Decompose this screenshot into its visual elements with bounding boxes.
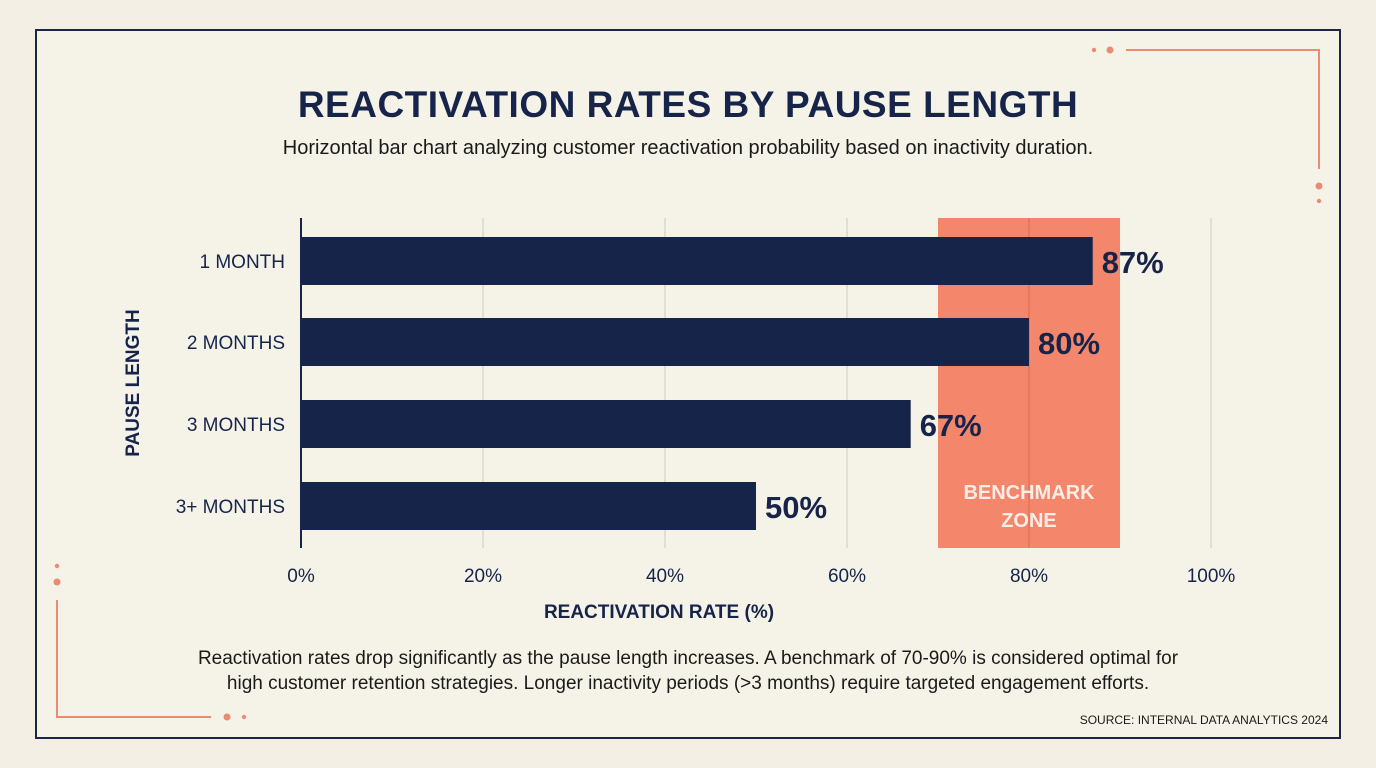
bar-value-label: 50%: [765, 490, 827, 525]
bar: [301, 482, 756, 530]
bar-value-label: 87%: [1102, 245, 1164, 280]
x-tick-label: 40%: [646, 566, 684, 587]
benchmark-label-line-1: BENCHMARK: [963, 482, 1095, 504]
decor-bottom-left: [53, 563, 247, 721]
x-tick-label: 60%: [828, 566, 866, 587]
x-tick-label: 0%: [287, 566, 315, 587]
decor-top-right: [1091, 46, 1323, 204]
bar-value-label: 80%: [1038, 326, 1100, 361]
source-note: SOURCE: INTERNAL DATA ANALYTICS 2024: [1079, 713, 1328, 727]
chart-subtitle: Horizontal bar chart analyzing customer …: [282, 137, 1094, 159]
bar: [301, 237, 1093, 285]
bar-value-label: 67%: [920, 408, 982, 443]
x-tick-label: 20%: [464, 566, 502, 587]
summary-line-1: Reactivation rates drop significantly as…: [197, 648, 1179, 669]
summary-text: Reactivation rates drop significantly as…: [0, 646, 1376, 696]
x-tick-label: 100%: [1187, 566, 1236, 587]
x-tick-label: 80%: [1010, 566, 1048, 587]
chart-title: REACTIVATION RATES BY PAUSE LENGTH: [297, 84, 1079, 125]
y-tick-label: 3+ MONTHS: [176, 497, 285, 518]
y-tick-label: 2 MONTHS: [187, 333, 285, 354]
bar: [301, 318, 1029, 366]
y-tick-label: 3 MONTHS: [187, 415, 285, 436]
bar: [301, 400, 911, 448]
y-tick-label: 1 MONTH: [200, 252, 286, 273]
x-axis-label: REACTIVATION RATE (%): [544, 602, 774, 623]
y-axis-label: PAUSE LENGTH: [123, 309, 144, 456]
chart-frame: [35, 29, 1341, 739]
summary-line-2: high customer retention strategies. Long…: [226, 673, 1150, 694]
benchmark-label-line-2: ZONE: [1001, 510, 1057, 532]
